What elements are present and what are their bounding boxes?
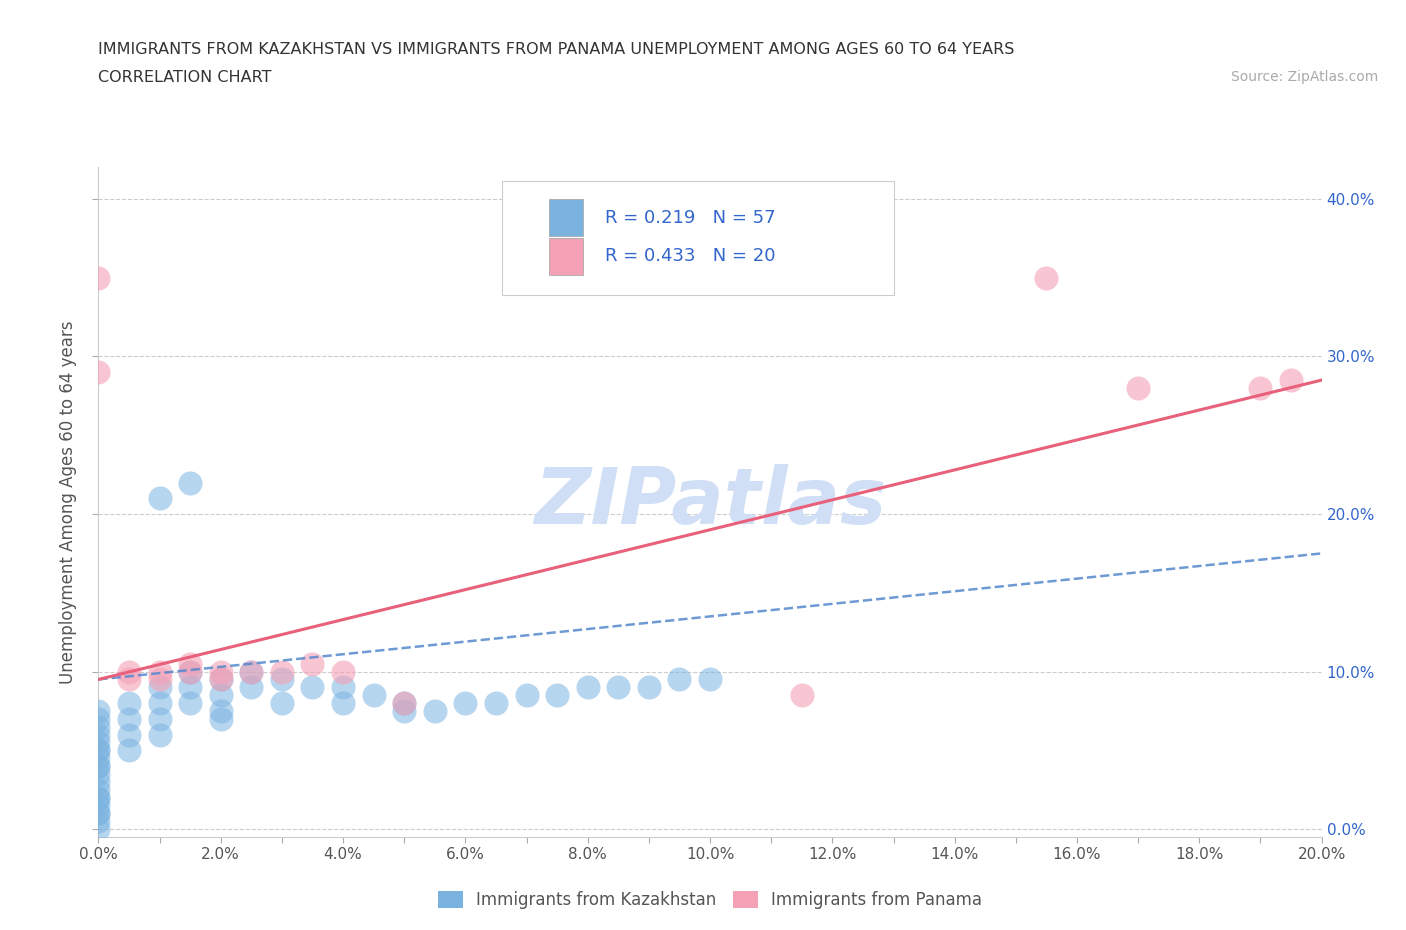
Point	[209, 688, 232, 703]
Text: R = 0.219   N = 57: R = 0.219 N = 57	[605, 208, 776, 227]
Point	[87, 719, 110, 734]
Point	[118, 727, 141, 742]
Point	[87, 711, 110, 726]
Point	[392, 696, 416, 711]
Point	[332, 664, 354, 679]
Point	[516, 688, 538, 703]
Point	[149, 696, 172, 711]
Point	[118, 664, 141, 679]
Point	[179, 680, 201, 695]
Point	[87, 806, 110, 821]
Point	[209, 672, 232, 687]
Text: CORRELATION CHART: CORRELATION CHART	[98, 70, 271, 85]
Point	[118, 696, 141, 711]
Point	[87, 790, 110, 805]
Point	[240, 664, 263, 679]
Text: Source: ZipAtlas.com: Source: ZipAtlas.com	[1230, 70, 1378, 84]
Point	[392, 703, 416, 718]
Point	[301, 657, 323, 671]
Point	[87, 759, 110, 774]
Point	[179, 664, 201, 679]
Point	[1279, 373, 1302, 388]
Point	[149, 491, 172, 506]
Point	[149, 680, 172, 695]
Point	[1249, 380, 1271, 395]
Legend: Immigrants from Kazakhstan, Immigrants from Panama: Immigrants from Kazakhstan, Immigrants f…	[432, 884, 988, 916]
Point	[270, 672, 292, 687]
Point	[87, 766, 110, 781]
Point	[149, 711, 172, 726]
Point	[454, 696, 477, 711]
Point	[179, 657, 201, 671]
Point	[87, 703, 110, 718]
Point	[87, 759, 110, 774]
Point	[87, 365, 110, 379]
Point	[87, 798, 110, 813]
Point	[699, 672, 721, 687]
Point	[87, 806, 110, 821]
Y-axis label: Unemployment Among Ages 60 to 64 years: Unemployment Among Ages 60 to 64 years	[59, 321, 77, 684]
Point	[363, 688, 385, 703]
Point	[668, 672, 690, 687]
Point	[87, 782, 110, 797]
FancyBboxPatch shape	[502, 180, 893, 295]
Point	[240, 680, 263, 695]
Point	[332, 680, 354, 695]
Point	[149, 672, 172, 687]
Text: R = 0.433   N = 20: R = 0.433 N = 20	[605, 247, 775, 265]
Point	[392, 696, 416, 711]
Point	[1128, 380, 1150, 395]
Point	[118, 672, 141, 687]
Point	[1035, 271, 1057, 286]
Point	[87, 751, 110, 765]
Point	[423, 703, 446, 718]
Point	[301, 680, 323, 695]
Point	[87, 775, 110, 790]
Text: ZIPatlas: ZIPatlas	[534, 464, 886, 540]
FancyBboxPatch shape	[548, 199, 583, 235]
Point	[149, 727, 172, 742]
Point	[179, 475, 201, 490]
Point	[209, 711, 232, 726]
Point	[87, 727, 110, 742]
Point	[118, 711, 141, 726]
Point	[87, 271, 110, 286]
Point	[87, 743, 110, 758]
Point	[607, 680, 630, 695]
Point	[179, 696, 201, 711]
Point	[179, 664, 201, 679]
Point	[209, 703, 232, 718]
Point	[87, 814, 110, 829]
Point	[87, 735, 110, 750]
Point	[149, 664, 172, 679]
Point	[790, 688, 813, 703]
Point	[87, 822, 110, 837]
Point	[270, 696, 292, 711]
Text: IMMIGRANTS FROM KAZAKHSTAN VS IMMIGRANTS FROM PANAMA UNEMPLOYMENT AMONG AGES 60 : IMMIGRANTS FROM KAZAKHSTAN VS IMMIGRANTS…	[98, 42, 1015, 57]
Point	[637, 680, 661, 695]
Point	[240, 664, 263, 679]
Point	[270, 664, 292, 679]
Point	[332, 696, 354, 711]
Point	[546, 688, 568, 703]
Point	[209, 672, 232, 687]
FancyBboxPatch shape	[548, 238, 583, 274]
Point	[118, 743, 141, 758]
Point	[209, 664, 232, 679]
Point	[87, 790, 110, 805]
Point	[485, 696, 508, 711]
Point	[576, 680, 599, 695]
Point	[87, 743, 110, 758]
